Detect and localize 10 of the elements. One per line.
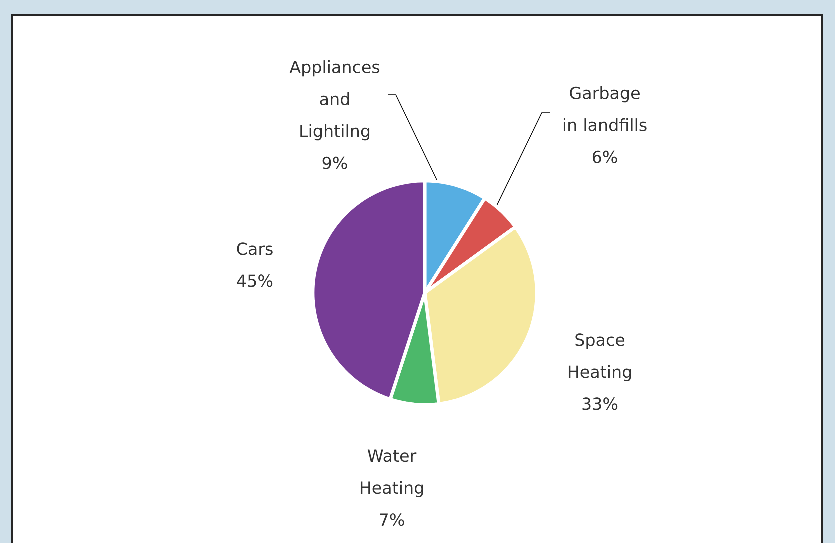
data-label: 7% <box>380 514 404 526</box>
data-label: 6% <box>592 150 618 164</box>
data-label: 33% <box>582 398 618 410</box>
slice-label: Cars <box>237 242 273 256</box>
slice-label: Space Heating <box>568 334 632 382</box>
slice-label: Water Heating <box>360 450 424 498</box>
data-label: 45% <box>237 274 273 288</box>
slice-label: Garbage in landfills <box>564 86 647 132</box>
slice-label: Appliances and Lightilng <box>290 60 380 141</box>
data-label: 9% <box>322 156 348 170</box>
